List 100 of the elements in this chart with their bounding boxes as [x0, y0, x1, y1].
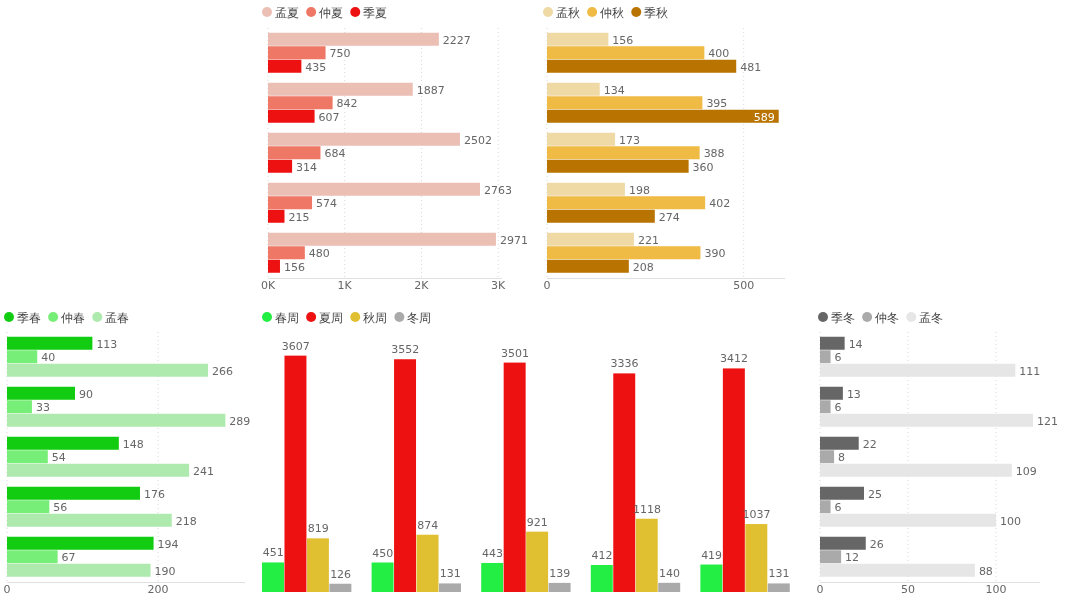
data-label: 13: [846, 387, 861, 401]
data-label: 22: [862, 437, 877, 451]
data-label: 88: [978, 564, 993, 578]
bar: [306, 538, 329, 592]
bar: [439, 583, 461, 592]
bar: [820, 536, 866, 550]
legend-label: 仲秋: [600, 5, 625, 20]
bar: [547, 109, 779, 123]
data-label: 126: [330, 567, 352, 581]
bar: [820, 363, 1016, 377]
data-label: 360: [692, 160, 714, 174]
bar: [658, 582, 681, 592]
data-label: 12: [845, 551, 860, 564]
data-label: 750: [329, 47, 351, 60]
bar: [820, 350, 831, 364]
data-label: 684: [324, 147, 346, 160]
bar: [7, 413, 226, 427]
bar: [7, 336, 93, 350]
data-label: 390: [704, 247, 726, 260]
data-label: 589: [753, 110, 775, 124]
bar: [547, 32, 609, 46]
bar: [7, 450, 48, 464]
data-label: 6: [834, 401, 842, 414]
data-label: 194: [157, 537, 179, 551]
x-tick-label: 0K: [260, 279, 276, 292]
bar: [262, 562, 284, 592]
x-tick-label: 0: [3, 583, 11, 596]
bar: [547, 259, 629, 273]
bar: [268, 146, 321, 160]
data-label: 480: [308, 247, 330, 260]
data-label: 176: [143, 487, 165, 501]
bar: [268, 196, 313, 210]
data-label: 874: [417, 518, 439, 532]
data-label: 842: [336, 97, 358, 110]
legend-label: 季春: [17, 310, 41, 325]
data-label: 218: [175, 514, 197, 528]
data-label: 6: [834, 501, 842, 514]
data-label: 819: [307, 522, 329, 536]
bar: [722, 368, 745, 592]
data-label: 111: [1019, 364, 1041, 378]
bar: [7, 463, 190, 477]
data-label: 113: [96, 337, 118, 351]
bar: [547, 82, 600, 96]
bar: [481, 562, 504, 592]
bar: [7, 386, 75, 400]
bar: [547, 146, 700, 160]
bar: [820, 500, 831, 514]
legend-label: 季冬: [831, 310, 855, 325]
bar: [268, 159, 293, 173]
bar: [268, 46, 326, 60]
bar: [635, 518, 658, 592]
legend-label: 孟春: [105, 310, 130, 325]
data-label: 481: [740, 60, 762, 74]
data-label: 3501: [500, 346, 529, 360]
bar: [268, 32, 439, 46]
legend-label: 孟夏: [275, 5, 299, 20]
bar: [503, 362, 526, 592]
bar: [547, 59, 737, 73]
bar: [284, 355, 307, 592]
bar: [268, 109, 315, 123]
data-label: 2227: [442, 33, 471, 47]
bar: [7, 563, 151, 577]
bar: [7, 486, 140, 500]
bar: [268, 209, 285, 223]
legend-label: 夏周: [319, 310, 344, 325]
data-label: 148: [122, 437, 144, 451]
data-label: 412: [591, 549, 613, 562]
data-label: 134: [603, 83, 625, 97]
data-label: 3336: [610, 357, 639, 371]
data-label: 156: [283, 260, 305, 274]
bar: [820, 400, 831, 414]
bar: [416, 534, 439, 592]
data-label: 2971: [499, 233, 528, 247]
bar: [767, 583, 790, 592]
data-label: 3412: [720, 352, 749, 366]
legend-label: 季秋: [644, 5, 669, 20]
data-label: 25: [868, 487, 882, 501]
bar: [268, 232, 496, 246]
data-label: 67: [61, 551, 76, 564]
data-label: 450: [372, 546, 394, 560]
bar: [820, 513, 996, 527]
data-label: 241: [193, 464, 215, 478]
x-tick-label: 3K: [491, 279, 507, 292]
data-label: 451: [262, 546, 284, 560]
x-tick-label: 1K: [337, 279, 353, 292]
bar: [547, 232, 634, 246]
bar: [547, 196, 706, 210]
data-label: 56: [53, 501, 68, 514]
x-tick-label: 0: [816, 583, 824, 596]
bar: [268, 82, 413, 96]
x-tick-label: 200: [147, 583, 169, 596]
data-label: 400: [708, 47, 730, 60]
data-label: 100: [1000, 514, 1021, 528]
bar: [7, 550, 58, 564]
data-label: 33: [35, 401, 50, 414]
data-label: 274: [658, 210, 680, 224]
data-label: 314: [296, 160, 318, 174]
x-tick-label: 0: [543, 279, 551, 292]
data-label: 289: [229, 414, 251, 428]
data-label: 1887: [416, 83, 445, 97]
